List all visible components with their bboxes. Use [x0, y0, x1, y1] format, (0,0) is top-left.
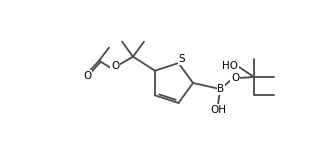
Text: O: O [83, 71, 91, 81]
Text: O: O [231, 73, 239, 83]
Text: HO: HO [222, 61, 238, 71]
Text: OH: OH [210, 105, 226, 115]
Text: S: S [178, 54, 185, 64]
Text: B: B [217, 84, 224, 94]
Text: O: O [111, 61, 119, 71]
